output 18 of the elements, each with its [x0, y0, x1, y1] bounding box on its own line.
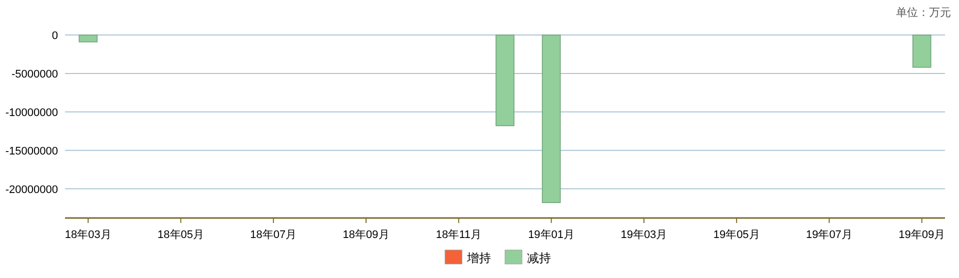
- x-tick-label: 19年01月: [528, 229, 575, 241]
- y-tick-label: -20000000: [5, 184, 58, 196]
- x-tick-label: 18年05月: [158, 229, 204, 241]
- y-tick-label: -10000000: [5, 106, 58, 119]
- x-tick-label: 19年03月: [620, 229, 668, 241]
- y-tick-label: -5000000: [12, 68, 58, 80]
- x-tick-label: 18年11月: [436, 229, 482, 241]
- y-tick-label: -15000000: [5, 145, 58, 158]
- x-tick-label: 18年03月: [64, 229, 112, 241]
- y-tick-label: 0: [52, 30, 58, 42]
- legend-label: 减持: [527, 251, 551, 265]
- x-tick-label: 19年09月: [898, 229, 946, 241]
- text: 单位：万元: [896, 6, 951, 19]
- x-tick-label: 19年05月: [713, 229, 760, 241]
- x-tick-label: 18年07月: [250, 229, 297, 241]
- x-tick-label: 19年07月: [806, 229, 852, 241]
- legend-label: 增持: [466, 251, 491, 265]
- x-tick-label: 18年09月: [342, 229, 390, 241]
